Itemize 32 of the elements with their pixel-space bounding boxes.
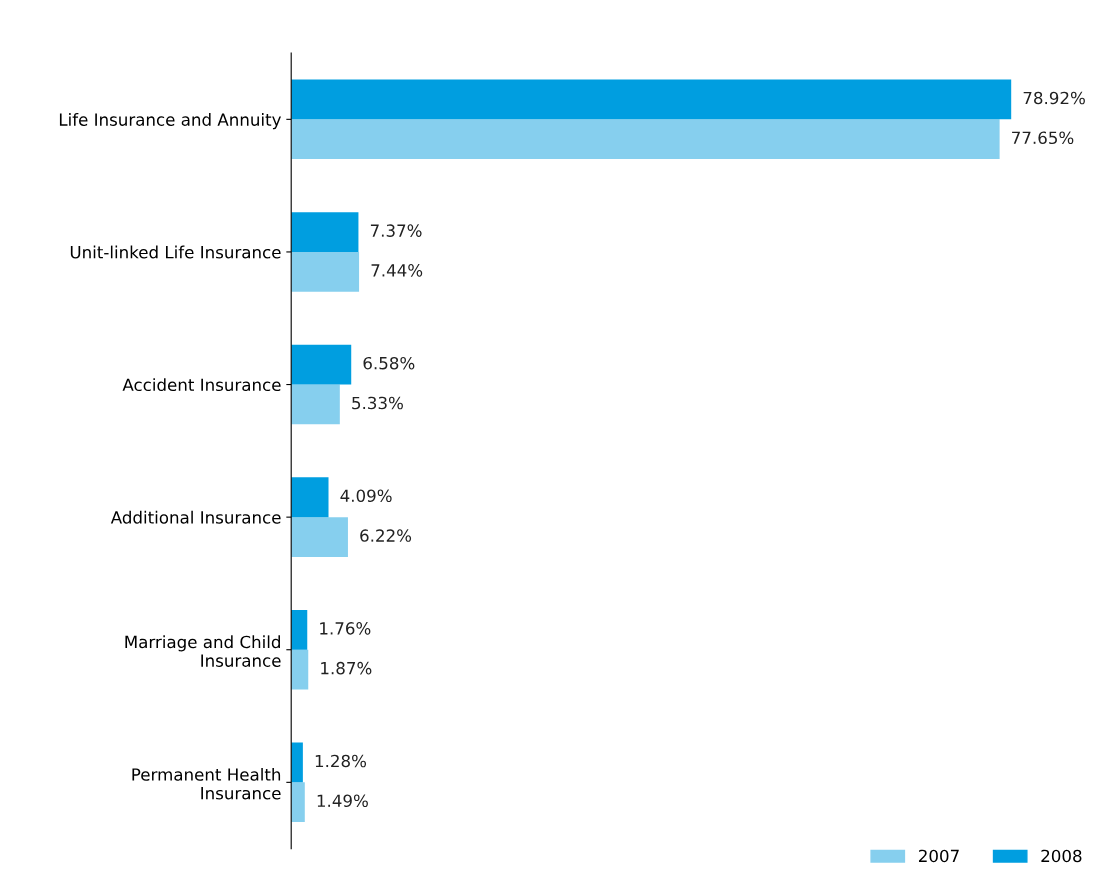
bar [291,742,303,783]
data-label: 78.92% [1023,91,1085,105]
bar [291,344,352,385]
data-label: 1.87% [321,661,372,675]
data-label: 5.33% [352,396,403,410]
y-tick-label: Additional Insurance [110,510,281,524]
bar [291,119,1000,160]
data-label: 1.76% [320,622,371,635]
data-label: 7.44% [371,264,423,277]
bar [291,384,340,425]
bar [291,79,1012,120]
legend-label: 2007 [918,849,959,863]
data-label: 6.58% [363,356,415,370]
y-tick-label: Unit-linked Life Insurance [70,245,281,259]
bar [291,251,360,292]
data-label: 1.49% [317,794,368,808]
bar [291,477,329,518]
y-tick-label: Life Insurance and Annuity [59,113,281,130]
bar [291,212,359,252]
bar [291,609,308,650]
data-label: 4.09% [340,489,392,503]
bar [291,649,309,690]
y-tick-label: Permanent Health Insurance [132,767,281,800]
legend-label: 2008 [1041,849,1082,863]
data-label: 1.28% [315,754,367,768]
bar [291,517,348,557]
data-label: 7.37% [370,224,422,237]
data-label: 6.22% [360,529,412,542]
data-label: 77.65% [1012,131,1074,145]
y-tick-label: Marriage and Child Insurance [125,635,281,667]
y-tick-label: Accident Insurance [122,378,281,392]
bar [291,782,305,823]
